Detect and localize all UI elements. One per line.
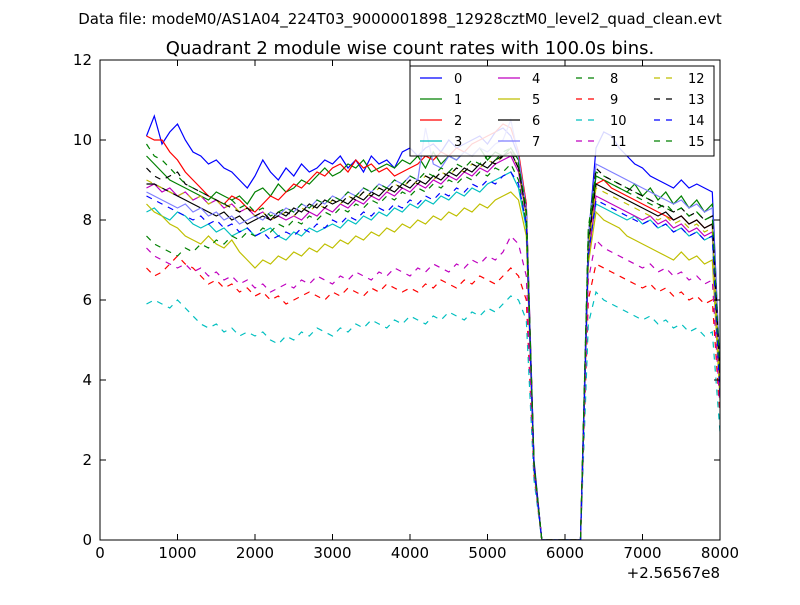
legend-label-6: 6 [532,114,540,129]
legend-label-3: 3 [454,135,462,150]
y-tick-label: 4 [82,371,92,389]
y-tick-label: 2 [82,451,92,469]
legend-label-5: 5 [532,93,540,108]
plot-area [145,114,720,540]
y-tick-label: 8 [82,211,92,229]
series-line-15 [145,143,720,540]
x-tick-label: 5000 [468,544,506,562]
series-line-13 [146,151,720,540]
x-tick-label: 2000 [236,544,274,562]
legend-label-9: 9 [610,93,618,108]
series-line-9 [146,255,720,540]
legend-label-4: 4 [532,72,540,87]
x-tick-label: 3000 [313,544,351,562]
x-tick-label: 0 [95,544,105,562]
x-tick-label: 6000 [546,544,584,562]
legend-label-12: 12 [688,72,705,87]
series-line-4 [146,155,720,540]
legend-label-1: 1 [454,93,462,108]
legend-label-8: 8 [610,72,618,87]
series-line-1 [146,147,720,540]
series-line-11 [146,234,720,540]
series-line-6 [146,151,720,540]
y-tick-label: 10 [73,131,92,149]
axes: 0 1000 2000 3000 4000 5000 6000 7000 80000246810… [73,51,739,562]
legend-label-2: 2 [454,114,462,129]
figure-suptitle: Data file: modeM0/AS1A04_224T03_90000018… [78,10,722,29]
series-line-8 [146,162,720,540]
series-line-2 [146,123,720,540]
legend-label-11: 11 [610,135,627,150]
x-tick-label: 8000 [701,544,739,562]
y-tick-label: 0 [82,531,92,549]
series-line-3 [146,171,720,540]
legend-label-0: 0 [454,72,462,87]
legend-label-15: 15 [688,135,705,150]
series-line-5 [146,191,720,540]
legend-label-10: 10 [610,114,627,129]
y-tick-label: 12 [73,51,92,69]
legend-label-13: 13 [688,93,705,108]
series-line-14 [146,171,720,540]
y-tick-label: 6 [82,291,92,309]
x-offset-label: +2.56567e8 [627,564,720,582]
series-line-7 [146,117,720,540]
chart-title: Quadrant 2 module wise count rates with … [166,38,655,59]
series-line-12 [146,151,720,540]
legend-label-14: 14 [688,114,705,129]
x-tick-label: 4000 [391,544,429,562]
legend-label-7: 7 [532,135,540,150]
legend-box [409,65,715,157]
series-line-10 [146,290,720,540]
x-tick-label: 7000 [623,544,661,562]
x-tick-label: 1000 [158,544,196,562]
